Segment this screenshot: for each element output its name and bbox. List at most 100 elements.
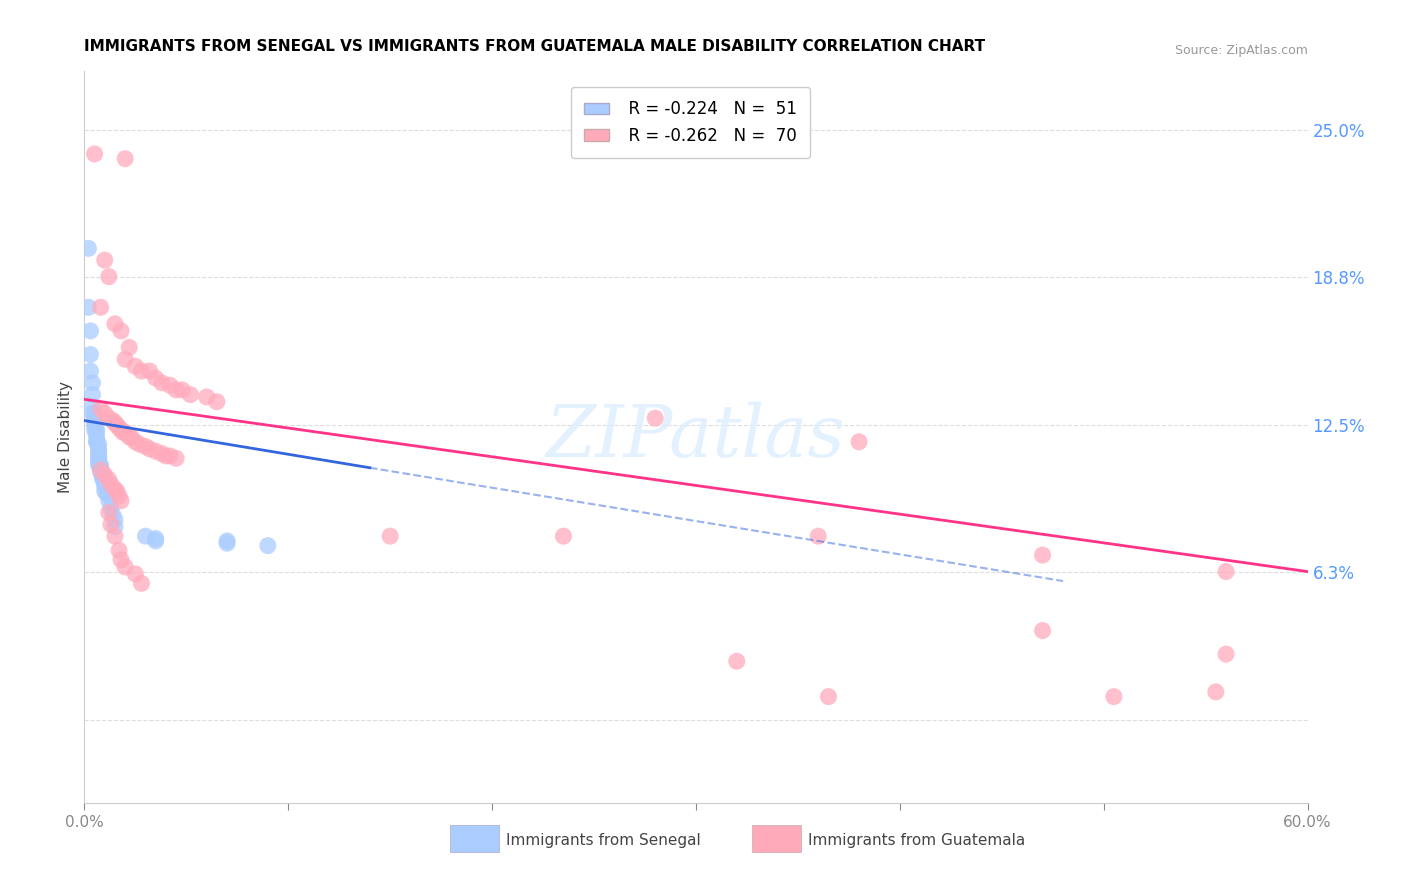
Point xyxy=(105,418,128,433)
Point xyxy=(87,437,110,451)
Point xyxy=(848,434,870,449)
Point xyxy=(90,463,112,477)
Point xyxy=(79,364,101,378)
Point xyxy=(124,434,146,449)
Point xyxy=(93,484,115,499)
Point xyxy=(90,401,112,416)
Point xyxy=(145,533,167,548)
Text: IMMIGRANTS FROM SENEGAL VS IMMIGRANTS FROM GUATEMALA MALE DISABILITY CORRELATION: IMMIGRANTS FROM SENEGAL VS IMMIGRANTS FR… xyxy=(84,38,986,54)
Point xyxy=(112,425,135,440)
Point xyxy=(104,513,127,527)
Point xyxy=(91,473,114,487)
Point xyxy=(553,529,575,543)
Point xyxy=(155,449,177,463)
Point xyxy=(108,489,131,503)
Point xyxy=(131,576,153,591)
Point xyxy=(128,437,150,451)
Point xyxy=(104,317,127,331)
Point xyxy=(1032,624,1054,638)
Point xyxy=(217,533,239,548)
Point xyxy=(90,458,112,473)
Point xyxy=(257,539,280,553)
Point xyxy=(124,359,146,374)
Point xyxy=(97,493,120,508)
Point xyxy=(380,529,402,543)
Point xyxy=(97,269,120,284)
Point xyxy=(110,423,132,437)
Point xyxy=(104,482,127,496)
Point xyxy=(138,364,160,378)
Point xyxy=(217,536,239,550)
Point xyxy=(138,442,160,456)
Point xyxy=(104,529,127,543)
Point xyxy=(110,493,132,508)
Point xyxy=(145,532,167,546)
Point xyxy=(97,473,120,487)
Point xyxy=(179,387,201,401)
Point xyxy=(114,425,136,440)
Point xyxy=(97,411,120,425)
Point xyxy=(93,477,115,491)
Text: ZIPatlas: ZIPatlas xyxy=(546,401,846,473)
Point xyxy=(120,430,142,444)
Point xyxy=(87,447,110,461)
Point xyxy=(87,444,110,458)
Point xyxy=(101,508,124,522)
Point xyxy=(86,423,108,437)
Point xyxy=(100,477,122,491)
Point xyxy=(96,486,118,500)
Point xyxy=(114,352,136,367)
Point xyxy=(100,500,122,515)
Point xyxy=(87,449,110,463)
Point xyxy=(77,301,100,315)
Legend:   R = -0.224   N =  51,   R = -0.262   N =  70: R = -0.224 N = 51, R = -0.262 N = 70 xyxy=(571,87,810,158)
Point xyxy=(725,654,748,668)
Y-axis label: Male Disability: Male Disability xyxy=(58,381,73,493)
Point xyxy=(150,376,173,390)
Point xyxy=(1215,647,1237,661)
Point xyxy=(131,364,153,378)
Point xyxy=(644,411,666,425)
Point xyxy=(101,413,124,427)
Point xyxy=(1205,685,1227,699)
Point xyxy=(87,451,110,466)
Point xyxy=(145,444,167,458)
Point xyxy=(83,423,105,437)
Point xyxy=(93,480,115,494)
Text: Immigrants from Guatemala: Immigrants from Guatemala xyxy=(808,833,1026,847)
Point xyxy=(93,467,115,482)
Point xyxy=(87,442,110,456)
Point xyxy=(83,411,105,425)
Point xyxy=(87,458,110,473)
Point xyxy=(114,559,136,574)
Point xyxy=(104,520,127,534)
Point xyxy=(79,347,101,361)
Point xyxy=(86,425,108,440)
Point xyxy=(105,484,128,499)
Point xyxy=(145,371,167,385)
Point xyxy=(110,553,132,567)
Point xyxy=(195,390,218,404)
Point xyxy=(77,241,100,255)
Point xyxy=(108,543,131,558)
Point xyxy=(1032,548,1054,562)
Point xyxy=(108,420,131,434)
Point xyxy=(86,434,108,449)
Point xyxy=(150,447,173,461)
Point xyxy=(91,467,114,482)
Point xyxy=(110,324,132,338)
Point xyxy=(83,418,105,433)
Point xyxy=(97,506,120,520)
Text: Immigrants from Senegal: Immigrants from Senegal xyxy=(506,833,702,847)
Point xyxy=(87,456,110,470)
Point xyxy=(124,566,146,581)
Point xyxy=(91,470,114,484)
Point xyxy=(83,407,105,421)
Point xyxy=(90,301,112,315)
Point xyxy=(159,378,181,392)
Point xyxy=(87,453,110,467)
Point xyxy=(83,147,105,161)
Point xyxy=(118,430,141,444)
Point xyxy=(87,449,110,463)
Point xyxy=(118,340,141,354)
